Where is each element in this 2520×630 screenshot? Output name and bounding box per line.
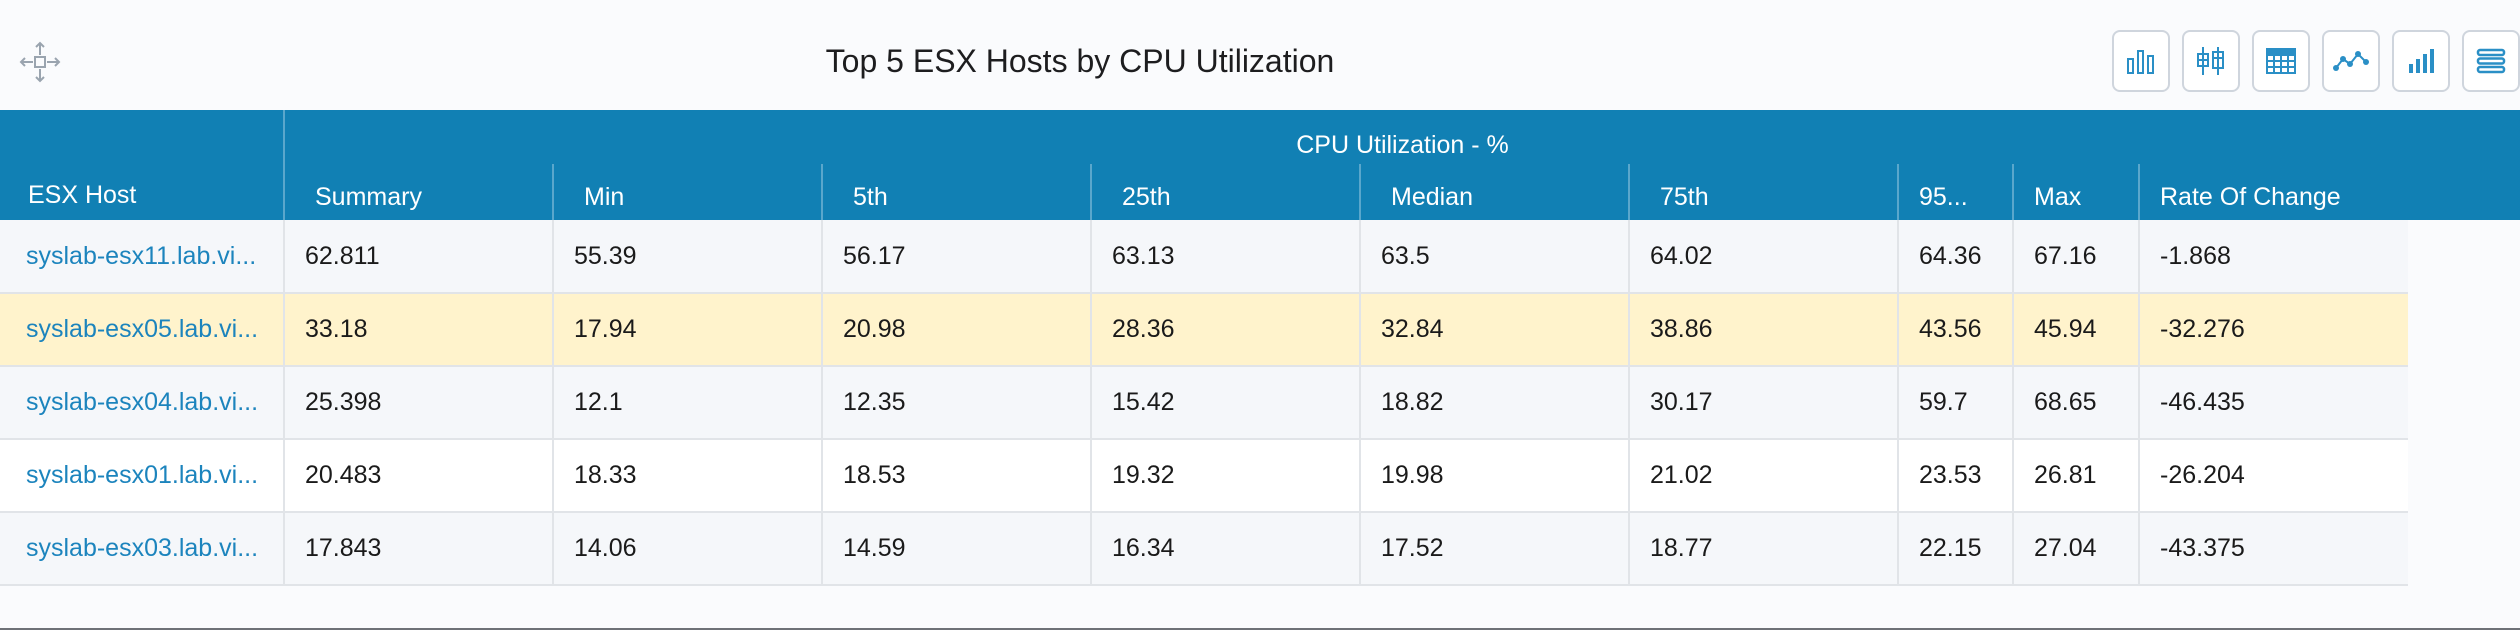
cell-25th: 19.32	[1090, 439, 1360, 513]
hamburger-menu-icon	[2476, 48, 2506, 74]
cell-25th: 16.34	[1090, 512, 1360, 586]
menu-button[interactable]	[2462, 30, 2520, 92]
host-link[interactable]: syslab-esx03.lab.vi...	[0, 512, 284, 586]
cell-95th: 22.15	[1897, 512, 2013, 586]
cell-rate-of-change: -43.375	[2138, 512, 2408, 586]
column-group-header: CPU Utilization - %	[283, 110, 2520, 164]
cell-5th: 12.35	[821, 366, 1091, 440]
column-header-max[interactable]: Max	[2012, 164, 2139, 220]
cell-median: 17.52	[1359, 512, 1629, 586]
column-header-esx-host[interactable]: ESX Host	[0, 110, 284, 220]
column-header-min[interactable]: Min	[552, 164, 822, 220]
row-filler	[2408, 220, 2520, 293]
cell-summary: 62.811	[283, 220, 553, 294]
move-handle-icon[interactable]	[18, 40, 62, 84]
cell-rate-of-change: -46.435	[2138, 366, 2408, 440]
cell-25th: 28.36	[1090, 293, 1360, 367]
row-filler	[2408, 512, 2520, 585]
cell-5th: 18.53	[821, 439, 1091, 513]
table-row[interactable]: syslab-esx03.lab.vi... 17.843 14.06 14.5…	[0, 512, 2520, 586]
cell-min: 14.06	[552, 512, 822, 586]
bar-chart-icon	[2127, 50, 2154, 74]
cell-rate-of-change: -26.204	[2138, 439, 2408, 513]
line-chart-icon	[2333, 51, 2369, 71]
host-link[interactable]: syslab-esx01.lab.vi...	[0, 439, 284, 513]
column-header-rate-of-change[interactable]: Rate Of Change	[2138, 164, 2408, 220]
cell-5th: 56.17	[821, 220, 1091, 294]
cell-25th: 63.13	[1090, 220, 1360, 294]
cell-rate-of-change: -1.868	[2138, 220, 2408, 294]
cell-95th: 59.7	[1897, 366, 2013, 440]
cell-max: 26.81	[2012, 439, 2139, 513]
widget-title: Top 5 ESX Hosts by CPU Utilization	[825, 43, 1335, 79]
hosts-table: ESX Host CPU Utilization - % Summary Min…	[0, 110, 2520, 586]
cell-min: 17.94	[552, 293, 822, 367]
cell-median: 63.5	[1359, 220, 1629, 294]
cell-25th: 15.42	[1090, 366, 1360, 440]
column-header-filler	[2408, 164, 2520, 220]
table-row[interactable]: syslab-esx11.lab.vi... 62.811 55.39 56.1…	[0, 220, 2520, 294]
table-grid-icon	[2266, 48, 2296, 74]
column-header-25th[interactable]: 25th	[1090, 164, 1360, 220]
cell-5th: 20.98	[821, 293, 1091, 367]
cell-summary: 33.18	[283, 293, 553, 367]
view-toolbar	[2100, 30, 2520, 94]
table-view-button[interactable]	[2252, 30, 2310, 92]
column-header-75th[interactable]: 75th	[1628, 164, 1898, 220]
cell-rate-of-change: -32.276	[2138, 293, 2408, 367]
cell-min: 55.39	[552, 220, 822, 294]
column-header-5th[interactable]: 5th	[821, 164, 1091, 220]
cell-75th: 64.02	[1628, 220, 1898, 294]
cell-min: 12.1	[552, 366, 822, 440]
cell-95th: 23.53	[1897, 439, 2013, 513]
ascending-bars-icon	[2409, 49, 2434, 73]
row-filler	[2408, 439, 2520, 512]
cell-max: 27.04	[2012, 512, 2139, 586]
cell-75th: 18.77	[1628, 512, 1898, 586]
cell-5th: 14.59	[821, 512, 1091, 586]
table-row[interactable]: syslab-esx04.lab.vi... 25.398 12.1 12.35…	[0, 366, 2520, 440]
cell-summary: 20.483	[283, 439, 553, 513]
table-row-selected[interactable]: syslab-esx05.lab.vi... 33.18 17.94 20.98…	[0, 293, 2520, 367]
table-body: syslab-esx11.lab.vi... 62.811 55.39 56.1…	[0, 220, 2520, 586]
box-plot-icon	[2197, 47, 2224, 75]
host-link[interactable]: syslab-esx04.lab.vi...	[0, 366, 284, 440]
table-header: ESX Host CPU Utilization - % Summary Min…	[0, 110, 2520, 220]
cell-max: 67.16	[2012, 220, 2139, 294]
row-filler	[2408, 366, 2520, 439]
cell-max: 45.94	[2012, 293, 2139, 367]
cell-summary: 17.843	[283, 512, 553, 586]
cell-median: 19.98	[1359, 439, 1629, 513]
cell-median: 32.84	[1359, 293, 1629, 367]
box-plot-button[interactable]	[2182, 30, 2240, 92]
cell-95th: 64.36	[1897, 220, 2013, 294]
column-header-summary[interactable]: Summary	[283, 164, 553, 220]
cell-max: 68.65	[2012, 366, 2139, 440]
cell-75th: 38.86	[1628, 293, 1898, 367]
cell-summary: 25.398	[283, 366, 553, 440]
cell-median: 18.82	[1359, 366, 1629, 440]
host-link[interactable]: syslab-esx11.lab.vi...	[0, 220, 284, 294]
cell-min: 18.33	[552, 439, 822, 513]
column-header-median[interactable]: Median	[1359, 164, 1629, 220]
bar-chart-button[interactable]	[2112, 30, 2170, 92]
column-chart-button[interactable]	[2392, 30, 2450, 92]
host-link[interactable]: syslab-esx05.lab.vi...	[0, 293, 284, 367]
line-chart-button[interactable]	[2322, 30, 2380, 92]
column-header-95th[interactable]: 95...	[1897, 164, 2013, 220]
table-row[interactable]: syslab-esx01.lab.vi... 20.483 18.33 18.5…	[0, 439, 2520, 513]
cell-95th: 43.56	[1897, 293, 2013, 367]
cell-75th: 21.02	[1628, 439, 1898, 513]
row-filler	[2408, 293, 2520, 366]
cell-75th: 30.17	[1628, 366, 1898, 440]
